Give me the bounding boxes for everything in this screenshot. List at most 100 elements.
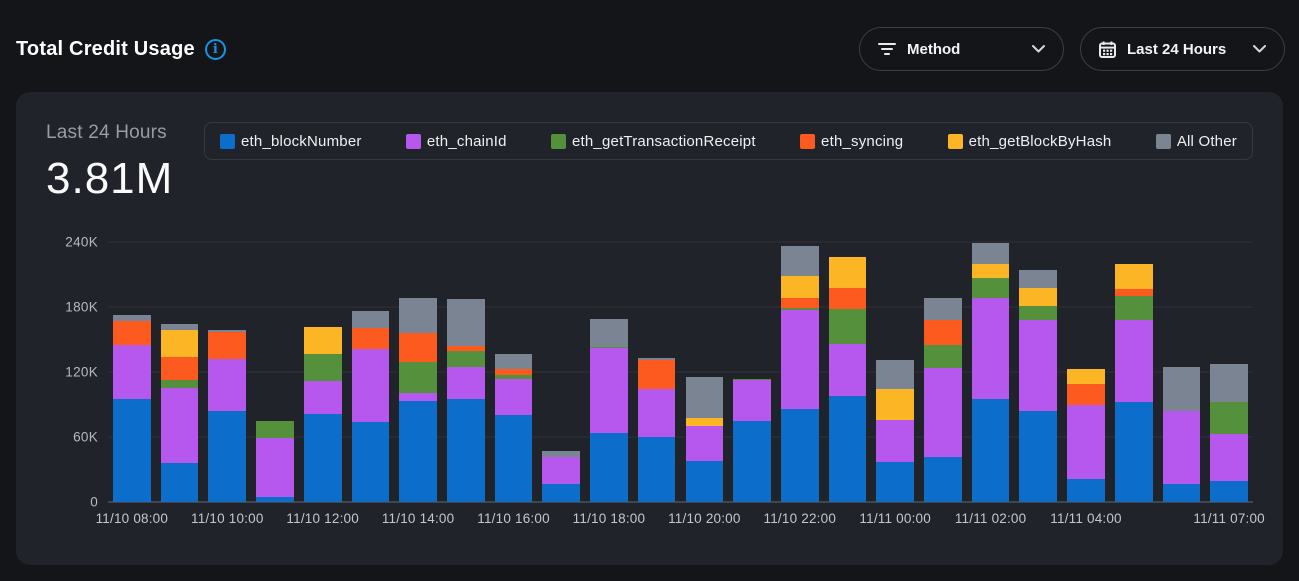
bar-segment-eth_gettransactionreceipt[interactable] <box>161 380 199 389</box>
bar-segment-all-other[interactable] <box>686 377 724 417</box>
bar-segment-eth_blocknumber[interactable] <box>208 411 246 502</box>
bar-segment-eth_blocknumber[interactable] <box>876 462 914 502</box>
bar-segment-eth_blocknumber[interactable] <box>542 484 580 502</box>
bar-segment-eth_blocknumber[interactable] <box>1067 479 1105 502</box>
bar-segment-eth_getblockbyhash[interactable] <box>686 418 724 427</box>
bar-segment-eth_chainid[interactable] <box>304 381 342 415</box>
stacked-bar[interactable] <box>1067 242 1105 502</box>
bar-segment-eth_syncing[interactable] <box>208 332 246 359</box>
stacked-bar[interactable] <box>733 242 771 502</box>
bar-segment-eth_chainid[interactable] <box>542 457 580 484</box>
bar-segment-eth_blocknumber[interactable] <box>638 437 676 502</box>
stacked-bar[interactable] <box>972 242 1010 502</box>
bar-segment-eth_syncing[interactable] <box>1115 289 1153 297</box>
bar-segment-eth_chainid[interactable] <box>733 380 771 421</box>
bar-segment-eth_blocknumber[interactable] <box>686 461 724 502</box>
bar-segment-eth_chainid[interactable] <box>829 344 867 396</box>
bar-segment-eth_chainid[interactable] <box>352 349 390 422</box>
bar-segment-eth_blocknumber[interactable] <box>1163 484 1201 502</box>
bar-segment-all-other[interactable] <box>1210 364 1248 402</box>
stacked-bar[interactable] <box>542 242 580 502</box>
bar-segment-eth_blocknumber[interactable] <box>1115 402 1153 502</box>
bar-segment-eth_getblockbyhash[interactable] <box>972 264 1010 278</box>
bar-segment-eth_chainid[interactable] <box>495 379 533 416</box>
bar-segment-all-other[interactable] <box>781 246 819 275</box>
stacked-bar[interactable] <box>304 242 342 502</box>
stacked-bar[interactable] <box>829 242 867 502</box>
bar-segment-eth_chainid[interactable] <box>876 420 914 462</box>
bar-segment-all-other[interactable] <box>876 360 914 389</box>
bar-segment-eth_getblockbyhash[interactable] <box>829 257 867 287</box>
legend-item-eth_syncing[interactable]: eth_syncing <box>800 133 903 150</box>
stacked-bar[interactable] <box>781 242 819 502</box>
bar-segment-all-other[interactable] <box>924 298 962 320</box>
bar-segment-eth_syncing[interactable] <box>1067 384 1105 405</box>
legend-item-all-other[interactable]: All Other <box>1156 133 1237 150</box>
bar-segment-eth_getblockbyhash[interactable] <box>1067 369 1105 384</box>
bar-segment-eth_chainid[interactable] <box>1210 434 1248 482</box>
stacked-bar[interactable] <box>495 242 533 502</box>
bar-segment-eth_blocknumber[interactable] <box>781 409 819 502</box>
bar-segment-eth_chainid[interactable] <box>1019 320 1057 411</box>
bar-segment-eth_chainid[interactable] <box>686 426 724 461</box>
stacked-bar[interactable] <box>1019 242 1057 502</box>
bar-segment-eth_syncing[interactable] <box>924 320 962 345</box>
bar-segment-all-other[interactable] <box>447 299 485 346</box>
bar-segment-eth_chainid[interactable] <box>447 367 485 400</box>
bar-segment-eth_blocknumber[interactable] <box>972 399 1010 502</box>
bar-segment-eth_syncing[interactable] <box>829 288 867 310</box>
stacked-bar[interactable] <box>1115 242 1153 502</box>
bar-segment-eth_gettransactionreceipt[interactable] <box>256 421 294 438</box>
stacked-bar[interactable] <box>1163 242 1201 502</box>
bar-segment-eth_getblockbyhash[interactable] <box>304 327 342 354</box>
legend-item-eth_chainid[interactable]: eth_chainId <box>406 133 507 150</box>
stacked-bar[interactable] <box>686 242 724 502</box>
stacked-bar[interactable] <box>352 242 390 502</box>
bar-segment-eth_chainid[interactable] <box>638 389 676 437</box>
stacked-bar[interactable] <box>1210 242 1248 502</box>
stacked-bar[interactable] <box>161 242 199 502</box>
bar-segment-eth_chainid[interactable] <box>1163 411 1201 484</box>
bar-segment-eth_gettransactionreceipt[interactable] <box>829 309 867 344</box>
stacked-bar[interactable] <box>113 242 151 502</box>
bar-segment-eth_syncing[interactable] <box>781 298 819 308</box>
bar-segment-eth_blocknumber[interactable] <box>924 457 962 503</box>
bar-segment-eth_chainid[interactable] <box>113 345 151 399</box>
bar-segment-all-other[interactable] <box>1163 367 1201 411</box>
bar-segment-eth_chainid[interactable] <box>590 348 628 433</box>
bar-segment-eth_chainid[interactable] <box>1115 320 1153 402</box>
time-range-dropdown[interactable]: Last 24 Hours <box>1080 27 1285 71</box>
bar-segment-all-other[interactable] <box>972 243 1010 264</box>
bar-segment-eth_chainid[interactable] <box>972 298 1010 399</box>
bar-segment-eth_blocknumber[interactable] <box>352 422 390 502</box>
bar-segment-eth_chainid[interactable] <box>399 393 437 402</box>
stacked-bar[interactable] <box>208 242 246 502</box>
stacked-bar[interactable] <box>638 242 676 502</box>
stacked-bar[interactable] <box>399 242 437 502</box>
bar-segment-eth_gettransactionreceipt[interactable] <box>304 354 342 381</box>
bar-segment-all-other[interactable] <box>352 311 390 327</box>
bar-segment-eth_blocknumber[interactable] <box>256 497 294 502</box>
bar-segment-eth_syncing[interactable] <box>161 357 199 380</box>
bar-segment-all-other[interactable] <box>399 298 437 333</box>
bar-segment-eth_getblockbyhash[interactable] <box>876 389 914 419</box>
bar-segment-all-other[interactable] <box>495 354 533 369</box>
bar-segment-eth_gettransactionreceipt[interactable] <box>1210 402 1248 433</box>
method-filter-dropdown[interactable]: Method <box>859 27 1064 71</box>
bar-segment-eth_chainid[interactable] <box>161 388 199 463</box>
bar-segment-all-other[interactable] <box>1019 270 1057 287</box>
bar-segment-eth_gettransactionreceipt[interactable] <box>972 278 1010 299</box>
bar-segment-eth_syncing[interactable] <box>113 321 151 345</box>
stacked-bar[interactable] <box>876 242 914 502</box>
bar-segment-eth_chainid[interactable] <box>208 359 246 411</box>
bar-segment-eth_syncing[interactable] <box>352 328 390 350</box>
bar-segment-eth_blocknumber[interactable] <box>399 401 437 502</box>
stacked-bar[interactable] <box>256 242 294 502</box>
legend-item-eth_getblockbyhash[interactable]: eth_getBlockByHash <box>948 133 1112 150</box>
bar-segment-eth_getblockbyhash[interactable] <box>1115 264 1153 289</box>
bar-segment-eth_blocknumber[interactable] <box>1210 481 1248 502</box>
bar-segment-eth_getblockbyhash[interactable] <box>161 330 199 357</box>
bar-segment-eth_blocknumber[interactable] <box>495 415 533 502</box>
bar-segment-eth_syncing[interactable] <box>638 360 676 389</box>
bar-segment-eth_getblockbyhash[interactable] <box>1019 288 1057 306</box>
